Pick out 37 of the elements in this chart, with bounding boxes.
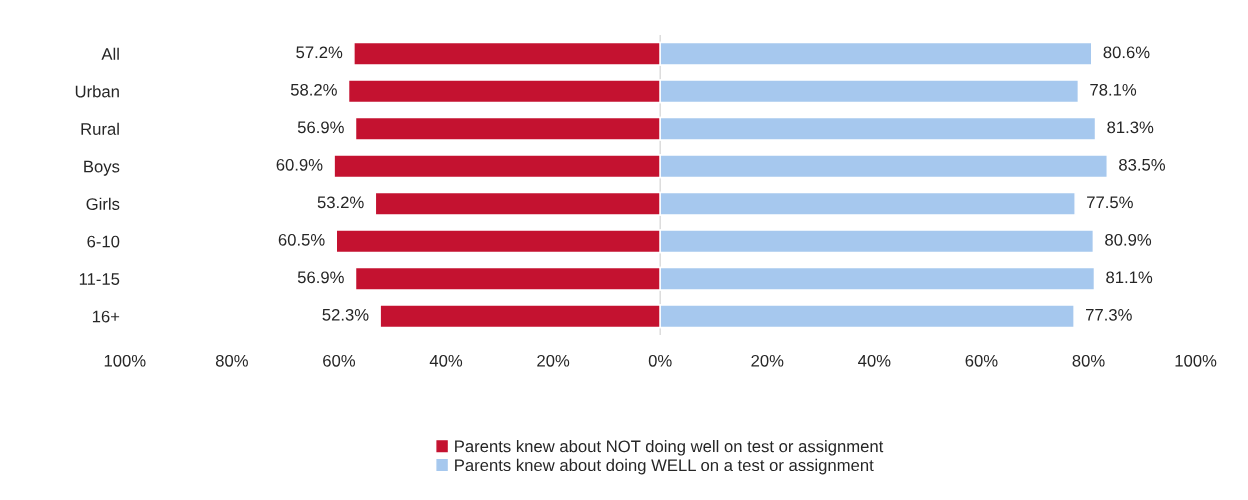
data-label: 80.9% [1105,233,1152,246]
x-tick-label: 20% [537,354,570,367]
legend-label: Parents knew about doing WELL on a test or assignment [455,458,874,475]
y-tick-label: 11-15 [79,273,120,285]
data-label: 81.1% [1106,271,1153,284]
data-label: 56.9% [297,121,344,134]
y-tick-label: Rural [81,122,119,135]
x-tick-label: 0% [648,354,672,367]
y-tick-label: Urban [75,85,119,98]
data-label: 56.9% [297,271,344,284]
x-tick-label: 20% [751,354,784,367]
y-tick-label: Boys [84,160,120,176]
x-tick-label: 60% [965,354,998,367]
data-label: 83.5% [1119,158,1166,171]
data-label: 77.3% [1086,308,1132,321]
legend-label: Parents knew about NOT doing well on test or assignment [455,440,884,456]
data-label: 77.5% [1087,196,1133,209]
data-label: 60.9% [276,158,323,171]
data-label: 80.6% [1103,46,1150,59]
y-tick-label: 6-10 [87,235,120,248]
data-label: 57.2% [296,46,343,59]
y-tick-label: Girls [86,197,120,210]
x-tick-label: 80% [1072,354,1105,367]
y-tick-label: All [101,47,119,60]
x-tick-label: 40% [429,354,463,367]
data-label: 58.2% [290,83,337,96]
data-label: 52.3% [322,308,369,321]
x-tick-label: 80% [215,354,248,367]
x-tick-label: 40% [858,354,891,367]
x-tick-label: 60% [323,354,356,367]
x-tick-label: 100% [104,354,146,367]
x-tick-label: 100% [1175,354,1217,367]
y-tick-label: 16+ [92,310,120,323]
data-label: 53.2% [317,196,364,209]
data-label: 81.3% [1107,121,1154,134]
data-label: 78.1% [1090,83,1137,96]
data-label: 60.5% [278,233,325,246]
